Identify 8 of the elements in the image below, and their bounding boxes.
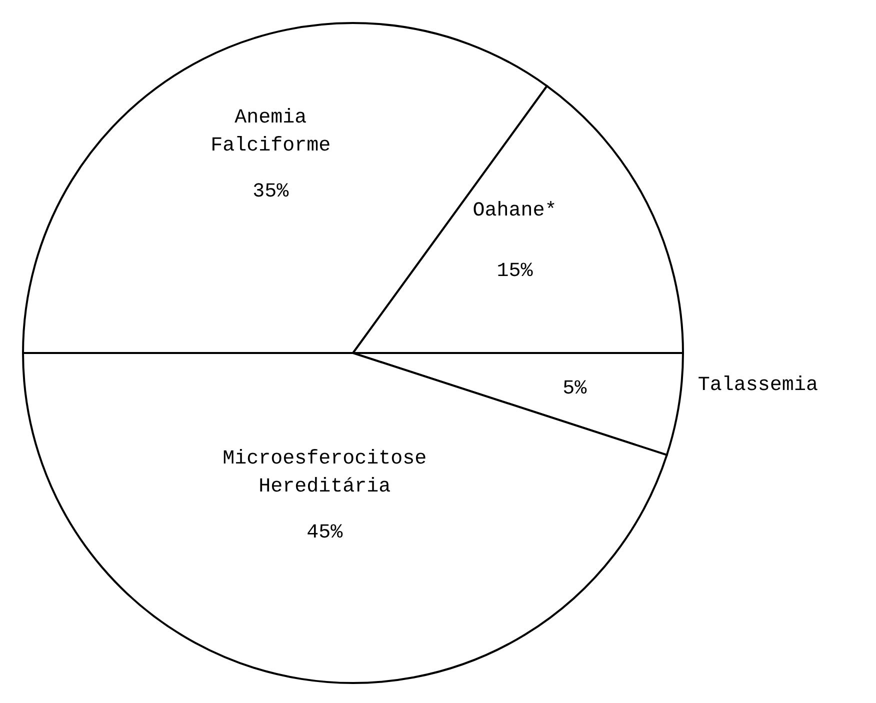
data-label: 5% — [562, 377, 588, 400]
slice-label: Microesferocitose Hereditária — [222, 448, 427, 499]
slice-label: Talassemia — [698, 374, 818, 398]
data-label: 35% — [252, 180, 290, 204]
slice-label: Anemia Falciforme — [210, 106, 331, 158]
slice-label: Oahane* — [472, 200, 557, 223]
data-label: 45% — [306, 522, 344, 545]
data-label: 15% — [496, 260, 534, 283]
